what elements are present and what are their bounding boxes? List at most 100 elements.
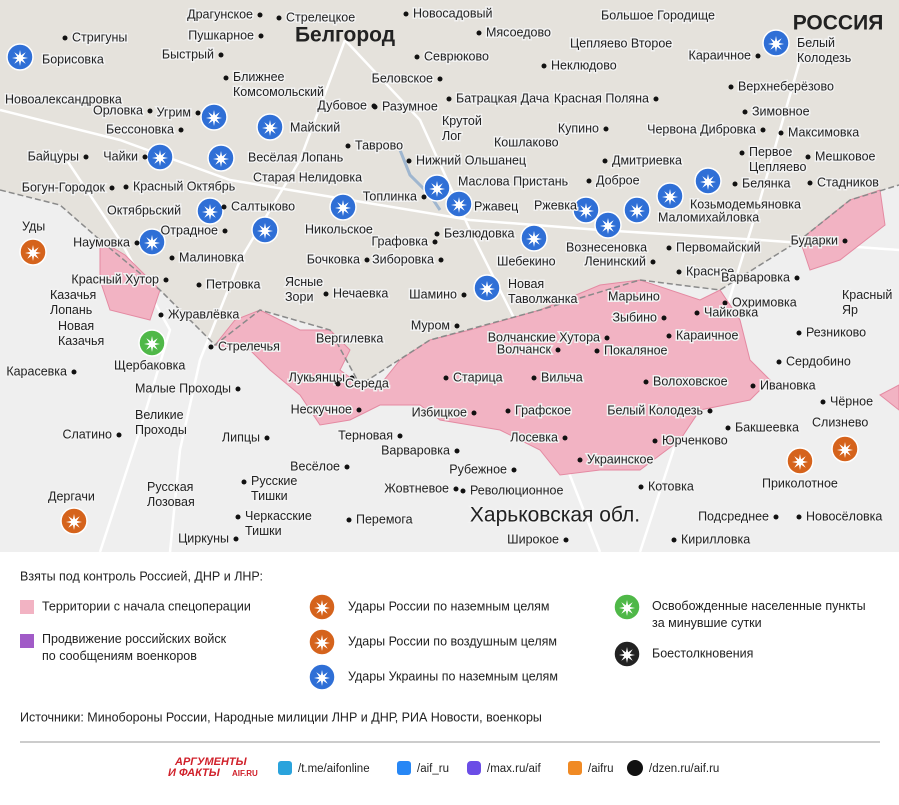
place-label: Неклюдово (551, 58, 617, 72)
place-label-line: Казачья (58, 334, 104, 348)
place-dot (218, 52, 224, 58)
place-label: Верхнеберёзово (738, 79, 834, 93)
place-label: Ленинский (584, 254, 646, 268)
place-dot (208, 344, 214, 350)
place-dot (577, 457, 583, 463)
place-label: Терновая (338, 428, 393, 442)
state-border (0, 184, 899, 387)
icon-burst (619, 600, 635, 616)
place-label: Циркуны (178, 531, 229, 545)
place-dot (454, 448, 460, 454)
social-link[interactable]: /aif_ru (417, 763, 449, 775)
place-label: Максимовка (788, 125, 859, 139)
place-label: Избицкое (412, 405, 467, 419)
place-dot (820, 399, 826, 405)
icon-burst (629, 203, 645, 219)
place-label: Приколотное (762, 476, 838, 490)
place-label: Купино (558, 121, 599, 135)
place-label-line: Казачья (50, 288, 96, 302)
place-label-line: Крутой (442, 114, 482, 128)
place-dot (142, 154, 148, 160)
place-label-line: Лог (442, 129, 462, 143)
place-label: Нижний Ольшанец (416, 153, 526, 167)
place-label: Маломихайловка (658, 210, 759, 224)
place-dot (221, 204, 227, 210)
place-label: Быстрый (162, 47, 214, 61)
place-label: Лукьянцы (289, 370, 345, 384)
icon-burst (479, 281, 495, 297)
legend-text: Удары России по воздушным целям (348, 634, 557, 648)
place-dot (732, 181, 738, 187)
place-label-line: Проходы (135, 423, 187, 437)
place-dot (694, 310, 700, 316)
social-link[interactable]: /aifru (588, 763, 614, 775)
footer: АРГУМЕНТЫ И ФАКТЫ AIF.RU /t.me/aifonline … (168, 756, 719, 779)
place-dot (158, 312, 164, 318)
place-dot (434, 231, 440, 237)
icon-burst (700, 174, 716, 190)
place-label: Широкое (507, 532, 559, 546)
city-label: Белгород (295, 24, 395, 47)
place-dot (773, 514, 779, 520)
place-label: Вознесеновка (566, 240, 647, 254)
social-link[interactable]: /t.me/aifonline (298, 763, 370, 775)
place-dot (602, 158, 608, 164)
place-label: Слатино (62, 427, 112, 441)
place-label: Варваровка (721, 270, 790, 284)
place-label-line: Черкасские (245, 509, 312, 523)
place-dot (356, 407, 362, 413)
place-dot (349, 375, 355, 381)
place-label: Малые Проходы (135, 381, 231, 395)
logo-line: И ФАКТЫ (168, 767, 221, 779)
place-label: Варваровка (381, 443, 450, 457)
place-dot (760, 127, 766, 133)
place-dot (109, 185, 115, 191)
social-link[interactable]: /max.ru/aif (487, 763, 541, 775)
place-dot (511, 467, 517, 473)
place-dot (437, 76, 443, 82)
place-label: Беловское (372, 71, 433, 85)
place-label: Ржевка (534, 198, 577, 212)
place-label: Шебекино (497, 254, 556, 268)
place-label: Отрадное (161, 223, 219, 237)
icon-ok (568, 761, 582, 775)
icon-burst (202, 204, 218, 220)
place-label-line: Русские (251, 474, 297, 488)
logo-site: AIF.RU (232, 769, 258, 778)
legend-text: Территории с начала спецоперации (42, 599, 251, 613)
place-label: Новосёловка (806, 509, 882, 523)
place-label: Покаляное (604, 343, 668, 357)
place-dot (796, 330, 802, 336)
legend-swatch (20, 634, 34, 648)
place-label-line: Лопань (50, 303, 92, 317)
place-label-line: Великие (135, 408, 184, 422)
place-label: Ближнее Комсомольский (233, 70, 324, 99)
place-dot (603, 126, 609, 132)
icon-burst (662, 189, 678, 205)
place-label: Стригуны (72, 30, 127, 44)
place-label: Бударки (791, 233, 838, 247)
place-label: Бакшеевка (735, 420, 799, 434)
place-label-line: Первое (749, 145, 792, 159)
place-label: Севрюково (424, 49, 489, 63)
social-link[interactable]: /dzen.ru/aif.ru (649, 763, 719, 775)
logo: АРГУМЕНТЫ И ФАКТЫ (168, 756, 248, 779)
place-label: Бессоновка (106, 122, 174, 136)
place-dot (403, 11, 409, 17)
legend: Взяты под контроль Россией, ДНР и ЛНР: Т… (20, 569, 880, 743)
place-dot (796, 514, 802, 520)
place-label: Юрченково (662, 433, 728, 447)
place-label-line: Колодезь (797, 51, 851, 65)
place-label-line: Ясные (285, 275, 323, 289)
place-label: Лосевка (510, 430, 558, 444)
place-label: Мешковое (815, 149, 876, 163)
place-label: Караичное (689, 48, 751, 62)
icon-vk (397, 761, 411, 775)
place-dot (555, 347, 561, 353)
place-label: Журавлёвка (168, 307, 239, 321)
place-label: Весёлая Лопань (248, 150, 343, 164)
place-label: Зиборовка (372, 252, 434, 266)
legend-swatch (20, 600, 34, 614)
icon-burst (429, 181, 445, 197)
place-label-line: Лозовая (147, 495, 195, 509)
